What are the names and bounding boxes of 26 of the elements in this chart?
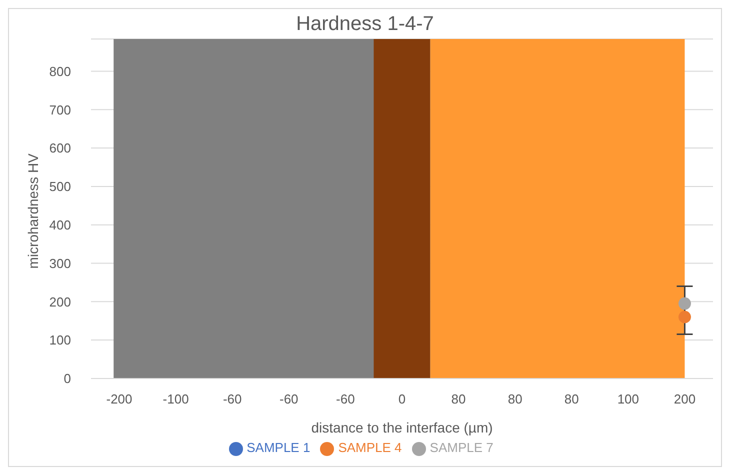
y-tick-label: 800 [49,64,71,79]
x-tick-label: 80 [564,392,579,407]
x-tick-label: -200 [106,392,132,407]
x-tick-label: -60 [222,392,242,407]
x-axis-title: distance to the interface (µm) [311,419,493,436]
y-tick-label: 700 [49,102,71,118]
x-tick-label: 100 [617,392,640,407]
y-tick-label: 400 [49,217,71,232]
x-tick-label: -60 [336,392,355,407]
legend-label: SAMPLE 1 [246,440,310,456]
x-tick-label: 0 [398,392,406,407]
x-tick-label: 80 [508,392,522,407]
x-tick-label: -60 [280,392,298,407]
x-tick-label: 80 [451,392,466,407]
legend-label: SAMPLE 7 [430,440,494,456]
y-tick-label: 300 [49,256,71,271]
y-tick-label: 500 [49,179,71,194]
x-tick-label: 200 [674,392,696,407]
y-tick-label: 100 [49,332,71,348]
y-axis-title: microhardness HV [24,152,41,269]
legend-label: SAMPLE 4 [338,440,402,456]
y-tick-label: 200 [49,294,71,310]
x-tick-label: -100 [162,392,189,407]
chart-title: Hardness 1-4-7 [295,13,435,36]
y-tick-label: 0 [64,371,71,386]
y-tick-label: 600 [49,140,71,156]
